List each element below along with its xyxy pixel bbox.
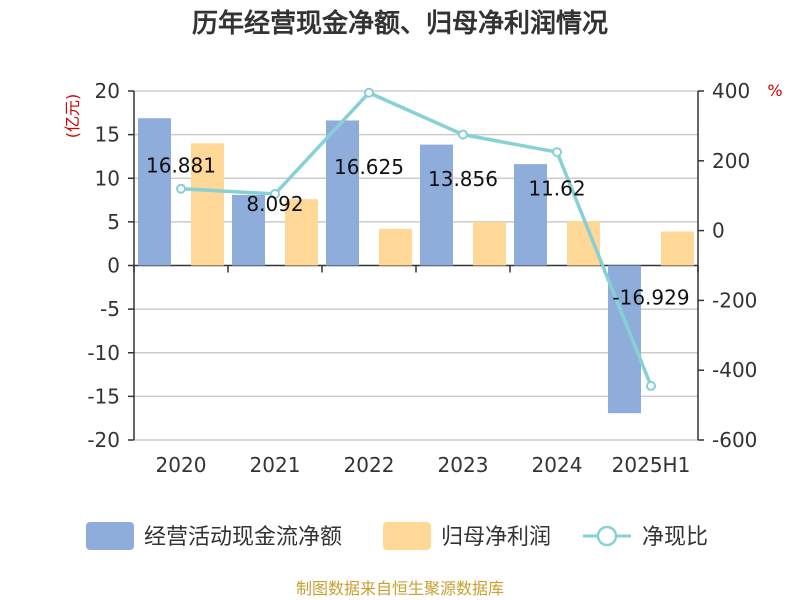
- right-axis-tick-label: -200: [712, 288, 757, 312]
- legend-label-netprofit: 归母净利润: [441, 525, 551, 550]
- right-axis-tick-label: 0: [712, 219, 725, 243]
- right-axis-tick-label: 200: [712, 149, 750, 173]
- right-axis-tick-label: -600: [712, 428, 757, 452]
- left-axis-tick-label: 0: [107, 254, 120, 278]
- right-axis-tick-label: 400: [712, 79, 750, 103]
- bar-cashflow: [138, 118, 171, 266]
- data-label-cashflow: -16.929: [612, 285, 689, 309]
- left-axis-tick-label: -10: [87, 341, 120, 365]
- category-label: 2022: [344, 453, 395, 477]
- left-axis-ticks: 20 15 10 5 0 -5 -10 -15 -20: [87, 79, 134, 452]
- legend-label-cashflow: 经营活动现金流净额: [144, 525, 342, 550]
- left-axis-tick-label: -15: [87, 384, 120, 408]
- bar-netprofit: [661, 231, 694, 266]
- bar-netprofit: [285, 199, 318, 266]
- category-label: 2021: [250, 453, 301, 477]
- legend: 经营活动现金流净额 归母净利润 净现比: [86, 522, 708, 550]
- ratio-line-path: [180, 90, 653, 387]
- category-label: 2020: [156, 453, 207, 477]
- right-axis-ticks: 400 200 0 -200 -400 -600: [698, 79, 757, 452]
- data-label-cashflow: 11.62: [528, 177, 585, 201]
- ratio-line-series: [176, 87, 656, 391]
- bar-netprofit: [379, 228, 412, 266]
- category-label: 2023: [438, 453, 489, 477]
- bar-cashflow: [514, 164, 547, 266]
- data-label-cashflow: 13.856: [428, 167, 498, 191]
- bar-cashflow: [232, 194, 265, 266]
- legend-marker-ratio: [596, 525, 618, 547]
- ratio-point: [270, 188, 280, 199]
- data-label-cashflow: 16.625: [334, 155, 404, 179]
- data-label-cashflow: 8.092: [246, 192, 303, 216]
- gridlines: [134, 90, 698, 441]
- left-axis-tick-label: -5: [100, 297, 120, 321]
- bar-netprofit: [473, 221, 506, 266]
- left-axis-tick-label: 10: [95, 166, 120, 190]
- legend-swatch-cashflow: [86, 522, 134, 550]
- data-label-cashflow: 16.881: [146, 154, 216, 178]
- right-axis-tick-label: -400: [712, 358, 757, 382]
- category-label: 2024: [532, 453, 583, 477]
- left-axis-tick-label: 15: [95, 123, 120, 147]
- ratio-point: [176, 183, 186, 194]
- ratio-point: [552, 147, 562, 158]
- left-axis-tick-label: -20: [87, 428, 120, 452]
- bar-cashflow: [420, 144, 453, 266]
- ratio-point: [364, 87, 374, 98]
- source-note: 制图数据来自恒生聚源数据库: [296, 579, 504, 598]
- right-axis-unit-label: %: [767, 81, 782, 100]
- legend-swatch-netprofit: [383, 522, 431, 550]
- ratio-point: [646, 380, 656, 391]
- category-labels: 2020 2021 2022 2023 2024 2025H1: [156, 453, 691, 477]
- left-axis-tick-label: 5: [107, 210, 120, 234]
- data-labels: 16.881 8.092 16.625 13.856 11.62 -16.929: [146, 154, 690, 310]
- bar-netprofit: [191, 143, 224, 266]
- legend-label-ratio: 净现比: [642, 525, 708, 550]
- bars: [138, 118, 694, 414]
- left-axis-unit-label: (亿元): [63, 94, 82, 139]
- chart-title: 历年经营现金净额、归母净利润情况: [192, 8, 608, 39]
- ratio-point: [458, 129, 468, 140]
- bar-cashflow: [326, 120, 359, 266]
- left-axis-tick-label: 20: [95, 79, 120, 103]
- category-label: 2025H1: [612, 453, 691, 477]
